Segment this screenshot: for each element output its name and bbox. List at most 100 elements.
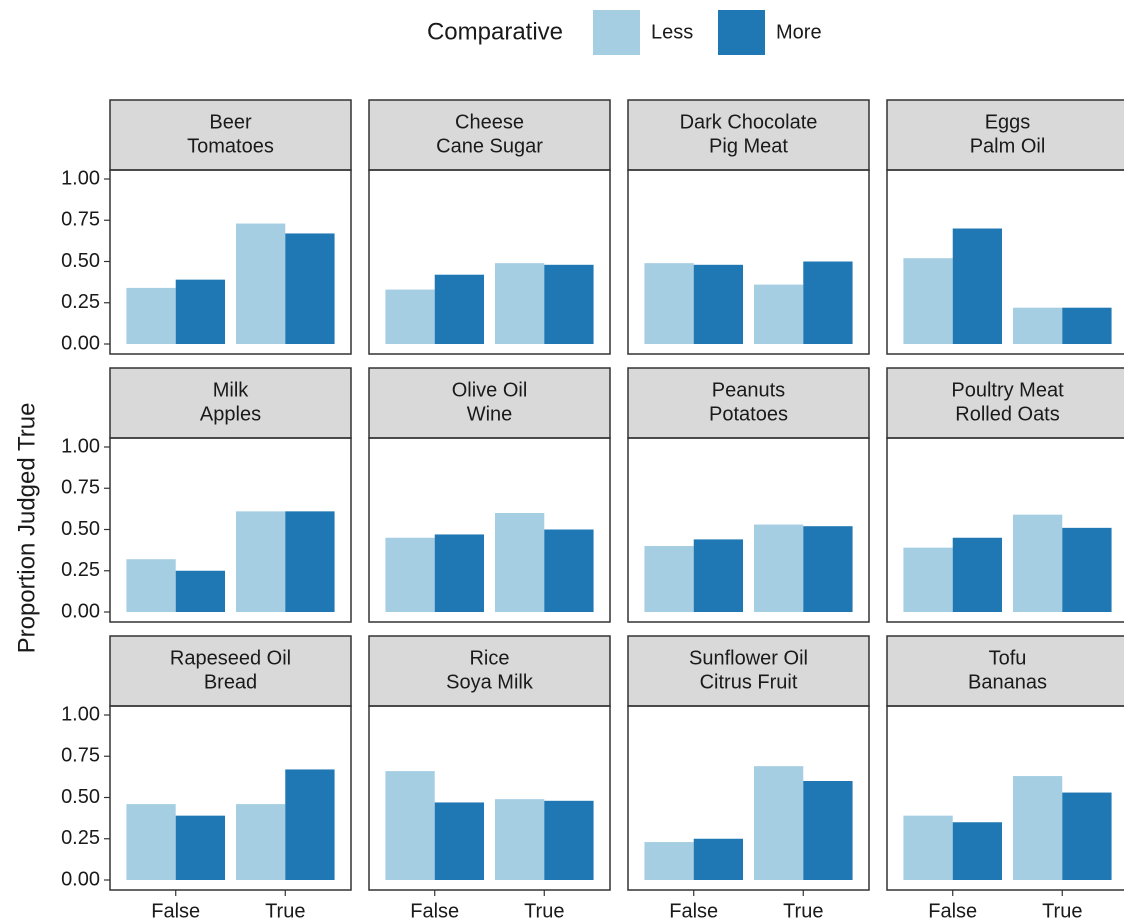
bar	[126, 804, 176, 880]
strip-title: Tomatoes	[187, 135, 274, 157]
y-tick-label: 0.50	[61, 250, 100, 272]
bar	[1062, 792, 1112, 880]
bar	[544, 264, 594, 344]
bar	[903, 815, 953, 880]
strip-title: Cheese	[455, 111, 524, 133]
strip-title: Apples	[200, 403, 261, 425]
y-tick-label: 0.25	[61, 291, 100, 313]
strip-title: Rapeseed Oil	[170, 647, 291, 669]
strip-title: Cane Sugar	[436, 135, 543, 157]
panel-border	[368, 705, 611, 891]
panel-border	[627, 705, 870, 891]
panel-border	[886, 169, 1124, 355]
strip	[627, 99, 870, 171]
bar	[903, 258, 953, 344]
panel-border	[886, 437, 1124, 623]
y-tick-label: 1.00	[61, 435, 100, 457]
strip-title: Peanuts	[712, 379, 785, 401]
y-tick-label: 0.00	[61, 600, 100, 622]
panel-border	[109, 169, 352, 355]
strip	[627, 635, 870, 707]
bar	[434, 274, 485, 344]
x-tick-label: True	[265, 900, 305, 921]
strip-title: Bananas	[968, 671, 1047, 693]
strip	[109, 635, 352, 707]
strip-title: Eggs	[985, 111, 1031, 133]
panel-border	[368, 437, 611, 623]
strip-title: Citrus Fruit	[700, 671, 798, 693]
panel-border	[109, 437, 352, 623]
x-tick-label: False	[928, 900, 977, 921]
y-tick-label: 1.00	[61, 167, 100, 189]
bar	[644, 842, 694, 880]
strip-title: Poultry Meat	[951, 379, 1064, 401]
strip-title: Beer	[209, 111, 252, 133]
bar	[1012, 776, 1063, 880]
y-tick-label: 0.50	[61, 518, 100, 540]
bar	[803, 526, 853, 612]
bar	[544, 800, 594, 880]
bar	[434, 534, 485, 612]
y-tick-label: 0.25	[61, 559, 100, 581]
bar	[803, 261, 853, 344]
bar	[693, 539, 744, 612]
y-tick-label: 0.75	[61, 209, 100, 231]
panel-border	[886, 705, 1124, 891]
strip-title: Olive Oil	[452, 379, 528, 401]
bar	[693, 264, 744, 344]
strip	[109, 99, 352, 171]
bar	[494, 513, 545, 612]
bar	[1062, 307, 1112, 344]
x-tick-label: False	[410, 900, 459, 921]
bar	[1012, 307, 1063, 344]
bar	[175, 570, 226, 612]
strip-title: Rice	[469, 647, 509, 669]
bar	[1062, 527, 1112, 612]
bar	[235, 511, 286, 612]
strip	[109, 367, 352, 439]
bar	[175, 279, 226, 344]
bar	[753, 284, 804, 344]
x-tick-label: False	[669, 900, 718, 921]
strip-title: Dark Chocolate	[680, 111, 818, 133]
strip-title: Pig Meat	[709, 135, 788, 157]
strip-title: Potatoes	[709, 403, 788, 425]
legend-title: Comparative	[427, 18, 563, 45]
bar	[385, 289, 435, 344]
panel-border	[109, 705, 352, 891]
x-tick-label: True	[1042, 900, 1082, 921]
legend-swatch	[718, 10, 765, 55]
legend-swatch	[593, 10, 640, 55]
strip-title: Wine	[467, 403, 513, 425]
strip	[886, 367, 1124, 439]
bar	[952, 822, 1003, 880]
strip-title: Rolled Oats	[955, 403, 1060, 425]
bar	[285, 511, 335, 612]
bar	[126, 287, 176, 344]
y-tick-label: 0.00	[61, 332, 100, 354]
bar	[235, 223, 286, 344]
bar	[285, 769, 335, 880]
bar	[235, 804, 286, 880]
bar	[644, 263, 694, 344]
y-tick-label: 0.50	[61, 786, 100, 808]
y-tick-label: 0.75	[61, 745, 100, 767]
bar	[952, 537, 1003, 612]
y-tick-label: 0.75	[61, 477, 100, 499]
bar	[693, 838, 744, 880]
bar	[952, 228, 1003, 344]
panel-border	[627, 169, 870, 355]
bar	[385, 771, 435, 880]
x-tick-label: True	[524, 900, 564, 921]
legend-label: More	[776, 21, 822, 43]
bar	[803, 781, 853, 880]
bar	[753, 766, 804, 880]
strip-title: Tofu	[989, 647, 1027, 669]
strip	[368, 367, 611, 439]
strip-title: Sunflower Oil	[689, 647, 808, 669]
y-tick-label: 1.00	[61, 703, 100, 725]
y-tick-label: 0.25	[61, 827, 100, 849]
strip-title: Bread	[204, 671, 257, 693]
y-tick-label: 0.00	[61, 868, 100, 890]
strip-title: Milk	[213, 379, 250, 401]
